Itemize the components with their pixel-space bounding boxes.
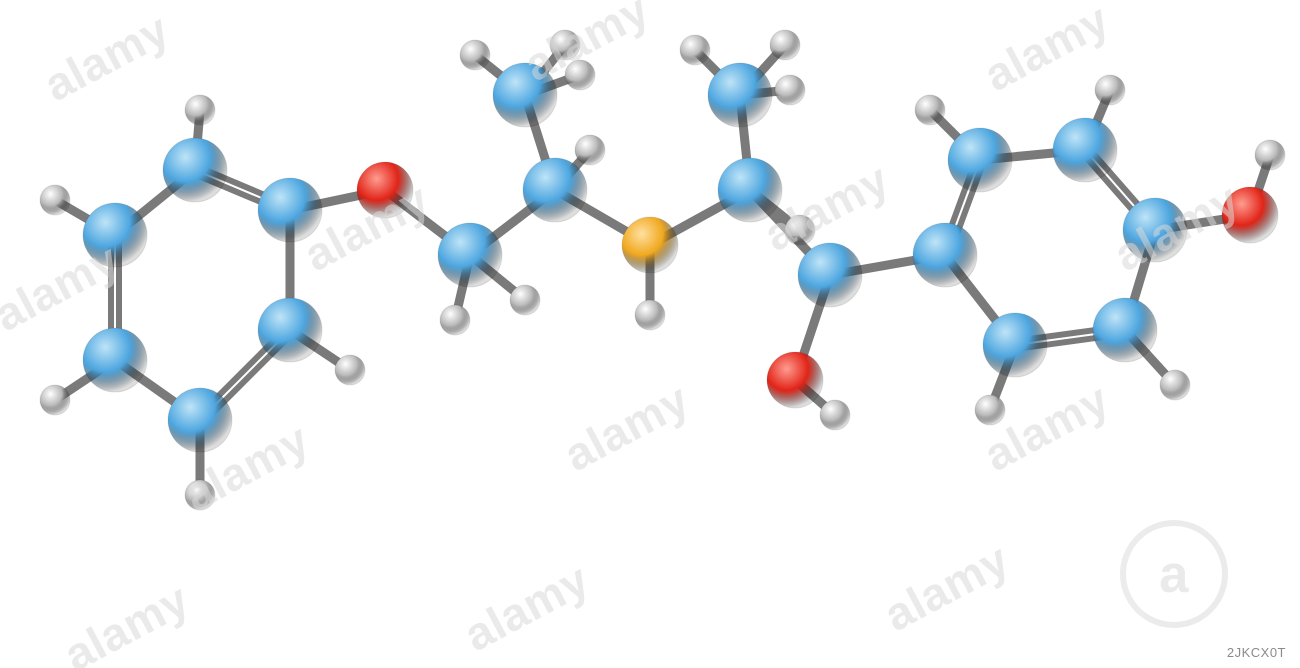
molecule-svg: [0, 0, 1300, 668]
atom-H: [820, 400, 850, 430]
atom-H: [510, 285, 540, 315]
atom-C: [708, 63, 772, 127]
atom-C: [523, 158, 587, 222]
atom-C: [438, 223, 502, 287]
atom-H: [40, 385, 70, 415]
atom-C: [168, 388, 232, 452]
atom-C: [983, 313, 1047, 377]
atom-H: [775, 75, 805, 105]
atom-H: [575, 135, 605, 165]
atom-H: [40, 185, 70, 215]
atom-H: [770, 30, 800, 60]
watermark-logo: a: [1120, 520, 1228, 628]
atom-H: [1255, 140, 1285, 170]
stock-id: 2JKCX0T: [1227, 645, 1286, 660]
atom-C: [798, 243, 862, 307]
atom-H: [635, 300, 665, 330]
atom-H: [335, 355, 365, 385]
atom-H: [1095, 75, 1125, 105]
molecule-stage: 2JKCX0T alamyalamyalamyalamyalamyalamyal…: [0, 0, 1300, 668]
atom-H: [915, 95, 945, 125]
atom-C: [258, 298, 322, 362]
atom-C: [83, 328, 147, 392]
atom-C: [1093, 298, 1157, 362]
atom-C: [948, 128, 1012, 192]
atom-H: [680, 35, 710, 65]
atom-C: [1053, 118, 1117, 182]
atom-N: [622, 217, 678, 273]
atom-C: [163, 138, 227, 202]
atom-O: [767, 352, 823, 408]
atom-H: [185, 95, 215, 125]
atom-H: [440, 305, 470, 335]
atom-H: [1160, 370, 1190, 400]
atom-H: [460, 40, 490, 70]
atom-C: [913, 223, 977, 287]
